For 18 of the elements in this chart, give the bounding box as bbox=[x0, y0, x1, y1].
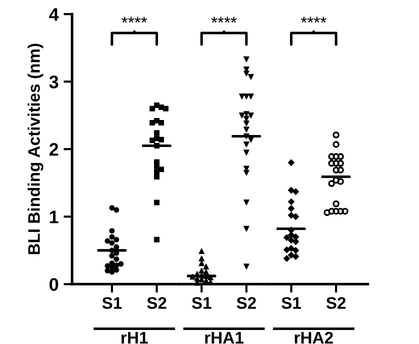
x-tick-label: S1 bbox=[102, 297, 122, 309]
x-axis-title: rHA1 bbox=[205, 332, 244, 344]
y-axis-title: BLI Binding Activities (nm) bbox=[28, 44, 44, 254]
y-tick-label: 3 bbox=[49, 76, 58, 88]
y-tick-label: 1 bbox=[50, 210, 58, 224]
annotation: **** bbox=[122, 16, 148, 23]
x-tick-label: S2 bbox=[147, 297, 166, 309]
x-tick-label: S1 bbox=[192, 297, 212, 309]
x-tick-label: S2 bbox=[326, 297, 346, 309]
y-tick-label: 2 bbox=[49, 143, 58, 156]
annotation: **** bbox=[300, 16, 326, 23]
y-tick-label: 4 bbox=[49, 8, 59, 21]
annotation: **** bbox=[211, 16, 237, 23]
x-axis-title: rH1 bbox=[122, 332, 148, 344]
x-tick-label: S2 bbox=[236, 297, 256, 309]
y-tick-label: 0 bbox=[50, 278, 58, 291]
x-axis-title: rHA2 bbox=[294, 332, 333, 344]
x-tick-label: S1 bbox=[282, 297, 301, 309]
